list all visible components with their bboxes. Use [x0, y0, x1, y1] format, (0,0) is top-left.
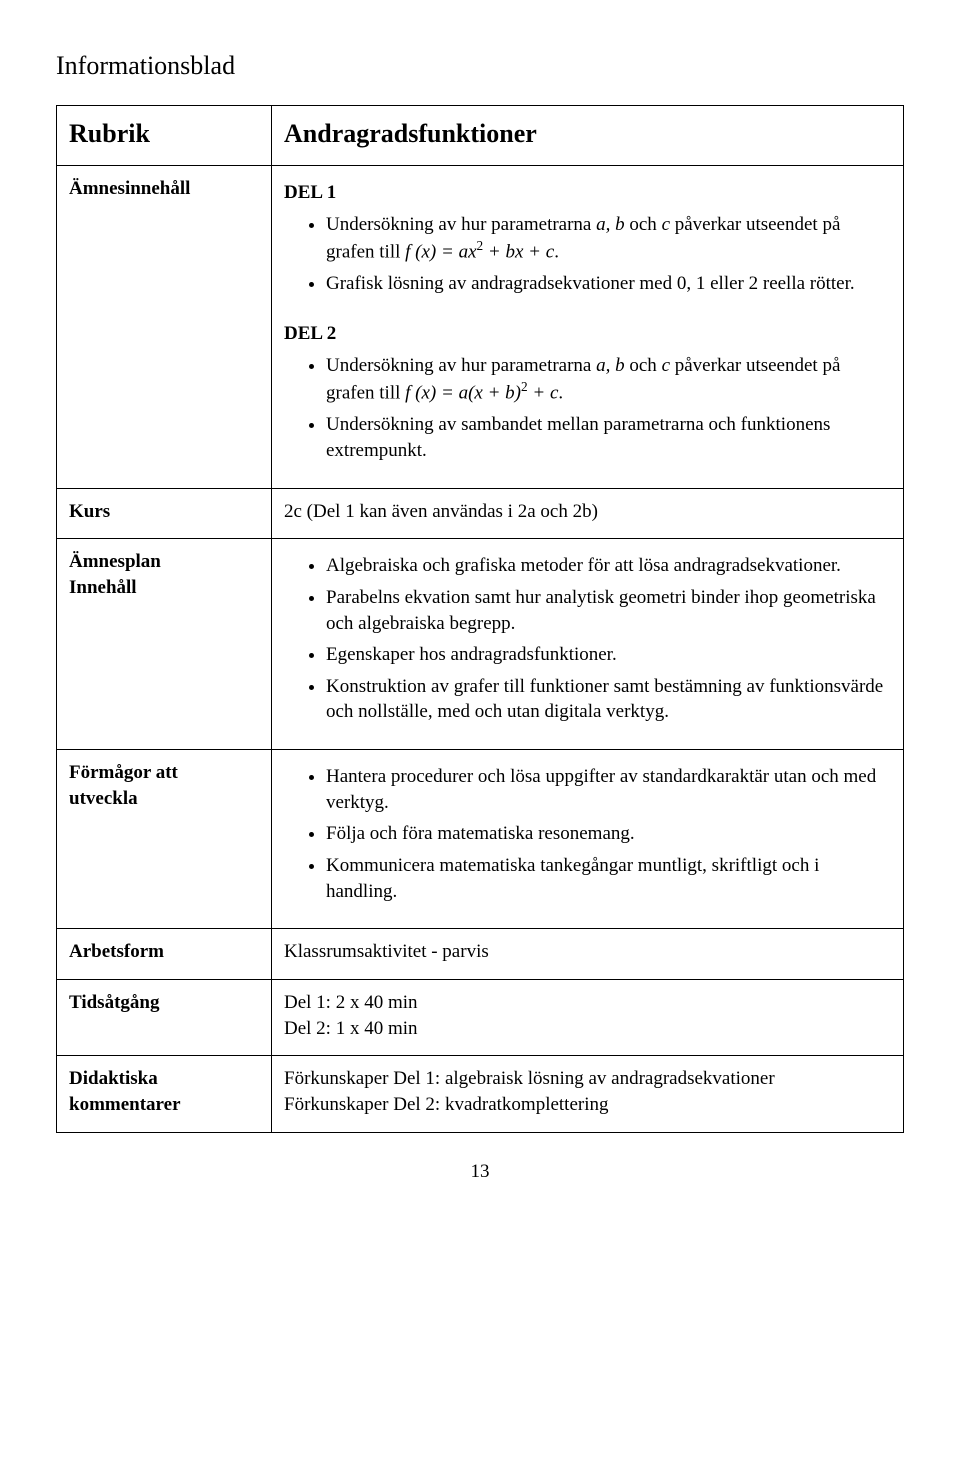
del1-item-2: Grafisk lösning av andragradsekvationer …	[326, 271, 891, 297]
value-formagor: Hantera procedurer och lösa uppgifter av…	[272, 750, 904, 929]
t: och	[629, 355, 661, 376]
label-tidsatgang: Tidsåtgång	[57, 979, 272, 1055]
del1-heading: DEL 1	[284, 180, 891, 206]
value-didaktiska: Förkunskaper Del 1: algebraisk lösning a…	[272, 1056, 904, 1132]
tid-line-1: Del 1: 2 x 40 min	[284, 990, 891, 1016]
label-rubrik: Rubrik	[57, 106, 272, 166]
t: Undersökning av hur parametrarna	[326, 214, 596, 235]
t: a, b	[596, 214, 629, 235]
t: .	[554, 242, 559, 263]
t: .	[558, 383, 563, 404]
t: Undersökning av hur parametrarna	[326, 355, 596, 376]
del2-item-2: Undersökning av sambandet mellan paramet…	[326, 412, 891, 463]
label-amnesplan: Ämnesplan Innehåll	[57, 539, 272, 750]
value-amnesinnehall: DEL 1 Undersökning av hur parametrarna a…	[272, 166, 904, 488]
plan-item-2: Parabelns ekvation samt hur analytisk ge…	[326, 585, 891, 636]
t: 2	[521, 379, 528, 394]
row-kurs: Kurs 2c (Del 1 kan även användas i 2a oc…	[57, 488, 904, 539]
value-tidsatgang: Del 1: 2 x 40 min Del 2: 1 x 40 min	[272, 979, 904, 1055]
t: + bx + c	[483, 242, 554, 263]
formagor-list: Hantera procedurer och lösa uppgifter av…	[284, 764, 891, 904]
del2-list: Undersökning av hur parametrarna a, b oc…	[284, 353, 891, 464]
t: f (x) = a(x + b)	[405, 383, 521, 404]
t: Ämnesplan	[69, 551, 161, 572]
plan-list: Algebraiska och grafiska metoder för att…	[284, 553, 891, 725]
plan-item-1: Algebraiska och grafiska metoder för att…	[326, 553, 891, 579]
t: c	[662, 214, 675, 235]
del2-heading: DEL 2	[284, 321, 891, 347]
row-amnesinnehall: Ämnesinnehåll DEL 1 Undersökning av hur …	[57, 166, 904, 488]
del1-item-1: Undersökning av hur parametrarna a, b oc…	[326, 212, 891, 266]
t: Innehåll	[69, 577, 137, 598]
del1-list: Undersökning av hur parametrarna a, b oc…	[284, 212, 891, 297]
label-kurs: Kurs	[57, 488, 272, 539]
t: kommentarer	[69, 1094, 181, 1115]
form-item-3: Kommunicera matematiska tankegångar munt…	[326, 853, 891, 904]
del2-item-1: Undersökning av hur parametrarna a, b oc…	[326, 353, 891, 407]
value-kurs: 2c (Del 1 kan även användas i 2a och 2b)	[272, 488, 904, 539]
plan-item-3: Egenskaper hos andragradsfunktioner.	[326, 642, 891, 668]
row-formagor: Förmågor att utveckla Hantera procedurer…	[57, 750, 904, 929]
row-rubrik: Rubrik Andragradsfunktioner	[57, 106, 904, 166]
page-number: 13	[56, 1159, 904, 1185]
row-didaktiska: Didaktiska kommentarer Förkunskaper Del …	[57, 1056, 904, 1132]
tid-line-2: Del 2: 1 x 40 min	[284, 1016, 891, 1042]
t: a, b	[596, 355, 629, 376]
label-didaktiska: Didaktiska kommentarer	[57, 1056, 272, 1132]
t: Förmågor att	[69, 762, 178, 783]
label-amnesinnehall: Ämnesinnehåll	[57, 166, 272, 488]
value-arbetsform: Klassrumsaktivitet - parvis	[272, 929, 904, 980]
t: + c	[528, 383, 559, 404]
label-formagor: Förmågor att utveckla	[57, 750, 272, 929]
row-tidsatgang: Tidsåtgång Del 1: 2 x 40 min Del 2: 1 x …	[57, 979, 904, 1055]
did-line-1: Förkunskaper Del 1: algebraisk lösning a…	[284, 1066, 891, 1092]
row-amnesplan: Ämnesplan Innehåll Algebraiska och grafi…	[57, 539, 904, 750]
plan-item-4: Konstruktion av grafer till funktioner s…	[326, 674, 891, 725]
did-line-2: Förkunskaper Del 2: kvadratkomplettering	[284, 1092, 891, 1118]
t: utveckla	[69, 788, 138, 809]
form-item-2: Följa och föra matematiska resonemang.	[326, 821, 891, 847]
t: Didaktiska	[69, 1068, 158, 1089]
value-amnesplan: Algebraiska och grafiska metoder för att…	[272, 539, 904, 750]
t: c	[662, 355, 675, 376]
value-rubrik: Andragradsfunktioner	[272, 106, 904, 166]
row-arbetsform: Arbetsform Klassrumsaktivitet - parvis	[57, 929, 904, 980]
label-arbetsform: Arbetsform	[57, 929, 272, 980]
t: f (x) = ax	[405, 242, 476, 263]
document-title: Informationsblad	[56, 48, 904, 83]
t: och	[629, 214, 661, 235]
form-item-1: Hantera procedurer och lösa uppgifter av…	[326, 764, 891, 815]
info-table: Rubrik Andragradsfunktioner Ämnesinnehål…	[56, 105, 904, 1132]
